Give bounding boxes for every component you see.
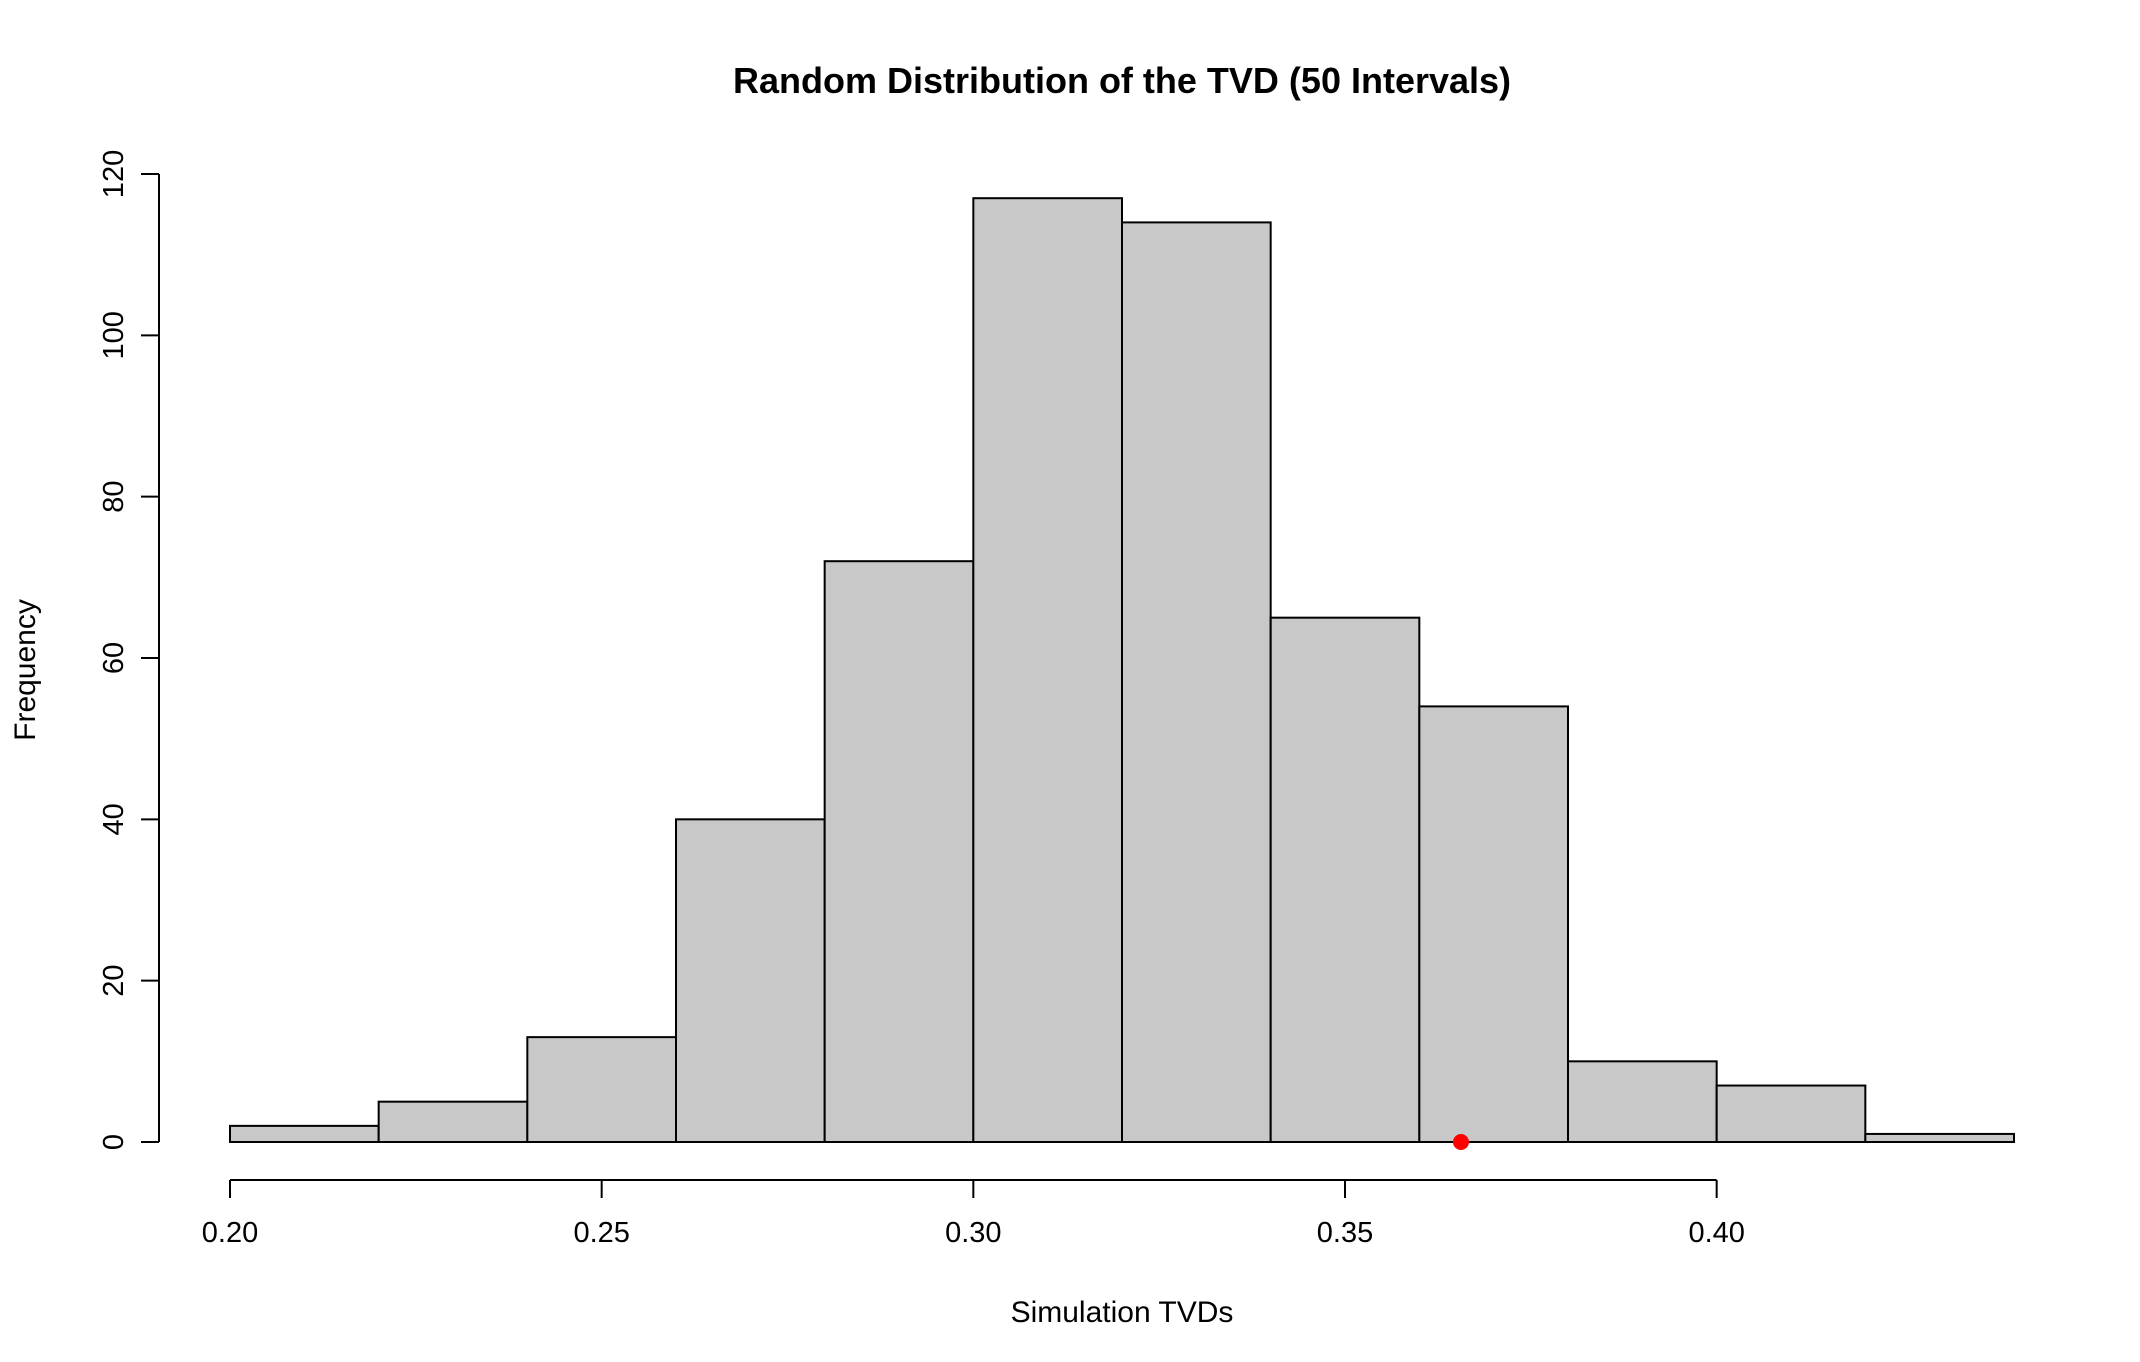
histogram-bar-6 bbox=[972, 197, 1123, 1143]
x-axis-label: Simulation TVDs bbox=[1011, 1296, 1234, 1329]
y-tick-label: 20 bbox=[98, 965, 130, 997]
y-tick-label: 100 bbox=[98, 311, 130, 359]
y-tick-label: 80 bbox=[98, 481, 130, 513]
histogram-bar-2 bbox=[377, 1100, 529, 1143]
histogram-bar-12 bbox=[1864, 1132, 2016, 1144]
x-tick-label: 0.40 bbox=[1688, 1217, 1744, 1249]
histogram-bar-3 bbox=[526, 1036, 677, 1143]
x-tick-label: 0.20 bbox=[202, 1217, 258, 1249]
histogram-bar-9 bbox=[1418, 705, 1570, 1144]
histogram-bar-5 bbox=[823, 560, 975, 1143]
x-tick-label: 0.25 bbox=[573, 1217, 629, 1249]
observed-marker-group bbox=[1452, 1134, 1469, 1150]
histogram-bar-10 bbox=[1567, 1060, 1718, 1144]
histogram-bar-8 bbox=[1269, 616, 1421, 1143]
y-tick-label: 40 bbox=[98, 803, 130, 835]
y-tick-label: 60 bbox=[98, 642, 130, 674]
histogram-bar-4 bbox=[675, 818, 826, 1143]
y-axis: 0 20 40 60 80 100 120 bbox=[98, 150, 160, 1150]
x-tick-label: 0.35 bbox=[1317, 1217, 1373, 1249]
y-axis-label: Frequency bbox=[9, 599, 42, 741]
observed-tvd-marker bbox=[1452, 1134, 1469, 1150]
histogram-bar-11 bbox=[1715, 1084, 1867, 1143]
x-axis: 0.20 0.25 0.30 0.35 0.40 bbox=[202, 1179, 1745, 1249]
y-tick-label: 120 bbox=[98, 150, 130, 198]
x-tick-label: 0.30 bbox=[945, 1217, 1001, 1249]
chart-title: Random Distribution of the TVD (50 Inter… bbox=[733, 60, 1511, 101]
histogram-bar-1 bbox=[229, 1124, 380, 1144]
bars-group bbox=[229, 197, 2016, 1144]
y-tick-label: 0 bbox=[98, 1134, 130, 1150]
histogram-bar-7 bbox=[1121, 221, 1272, 1143]
